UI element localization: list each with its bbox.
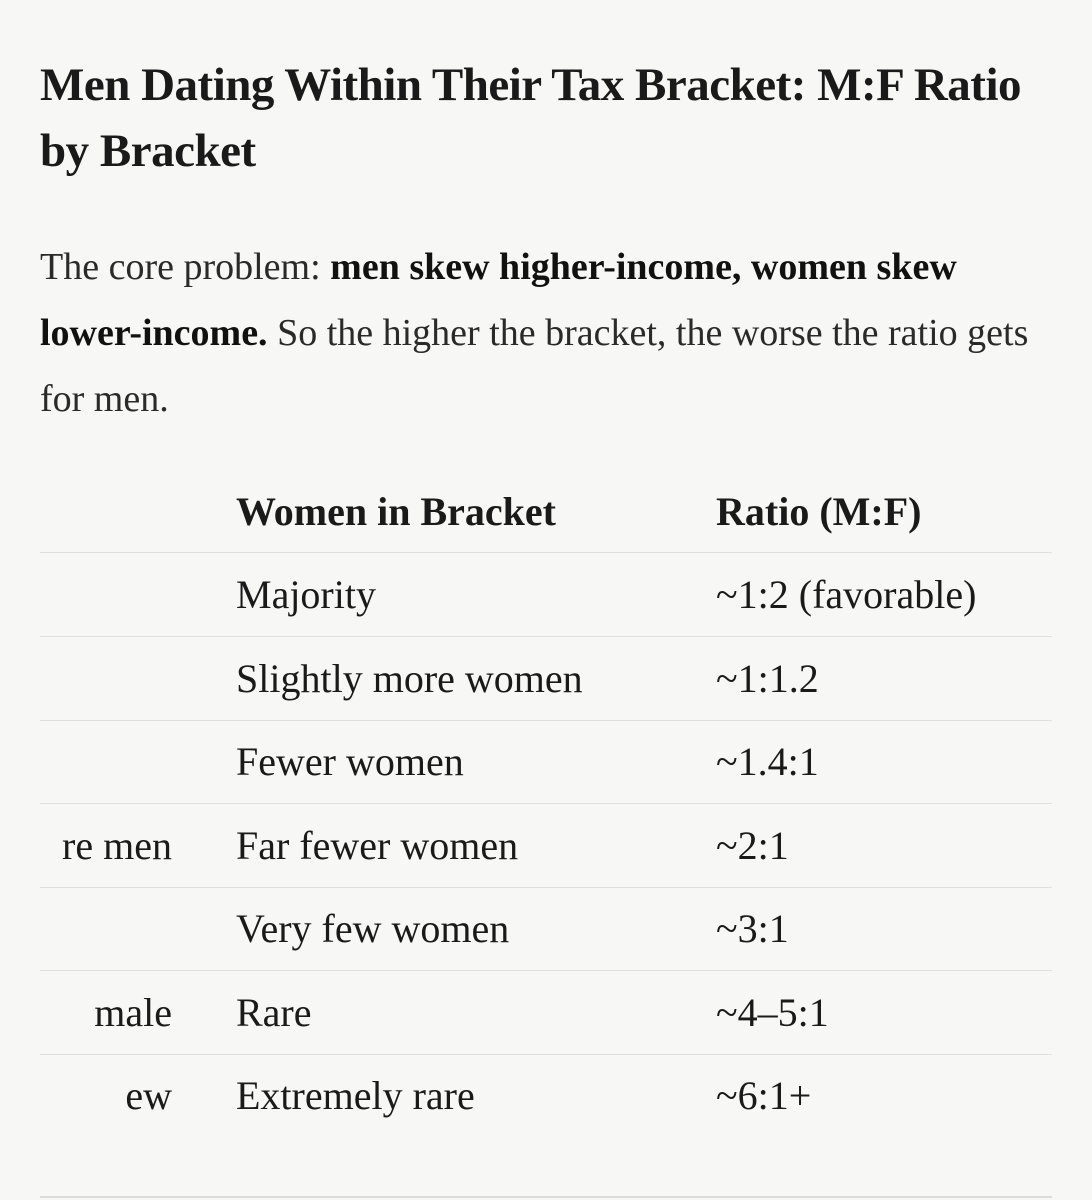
table: Women in Bracket Ratio (M:F) Majority ~1:…: [40, 470, 1052, 1200]
row-divider: [40, 803, 1052, 804]
ratio-cell: ~1:2 (favorable): [716, 572, 977, 617]
women-cell: Far fewer women: [236, 822, 519, 868]
row-divider: [40, 552, 1052, 553]
ratio-cell: ~1.4:1: [716, 739, 819, 784]
women-cell: Rare: [236, 989, 312, 1035]
intro-bold: men skew higher-income, women skew lower…: [40, 246, 957, 354]
row-divider: [40, 970, 1052, 971]
ratio-cell: ~1:1.2: [716, 655, 819, 701]
intro: The core problem: men skew higher-income…: [40, 234, 1050, 432]
women-cell: Extremely rare: [236, 1073, 475, 1118]
ratio-cell: ~6:1+: [716, 1073, 812, 1118]
women-cell: Slightly more women: [236, 655, 583, 701]
ratio-cell: ~2:1: [716, 822, 789, 868]
row-divider: [40, 636, 1052, 637]
intro-lead: The core problem:: [40, 246, 331, 288]
clipped-cell: re men: [62, 822, 172, 868]
women-cell: Majority: [236, 572, 376, 617]
title: Men Dating Within Their Tax Bracket: M:F…: [40, 59, 1022, 177]
column-header: Ratio (M:F): [716, 489, 922, 534]
divider: [40, 1196, 1052, 1198]
clipped-cell: ew: [125, 1073, 172, 1118]
ratio-cell: ~4–5:1: [716, 989, 829, 1035]
row-divider: [40, 719, 1052, 721]
women-cell: Fewer women: [236, 739, 464, 784]
intro-rest: So the higher the bracket, the worse the…: [40, 312, 1029, 420]
women-cell: Very few women: [236, 906, 510, 951]
row-divider: [40, 1053, 1052, 1055]
ratio-cell: ~3:1: [716, 906, 789, 951]
column-header: Women in Bracket: [236, 489, 556, 534]
clipped-cell: male: [94, 989, 172, 1035]
row-divider: [40, 886, 1052, 888]
